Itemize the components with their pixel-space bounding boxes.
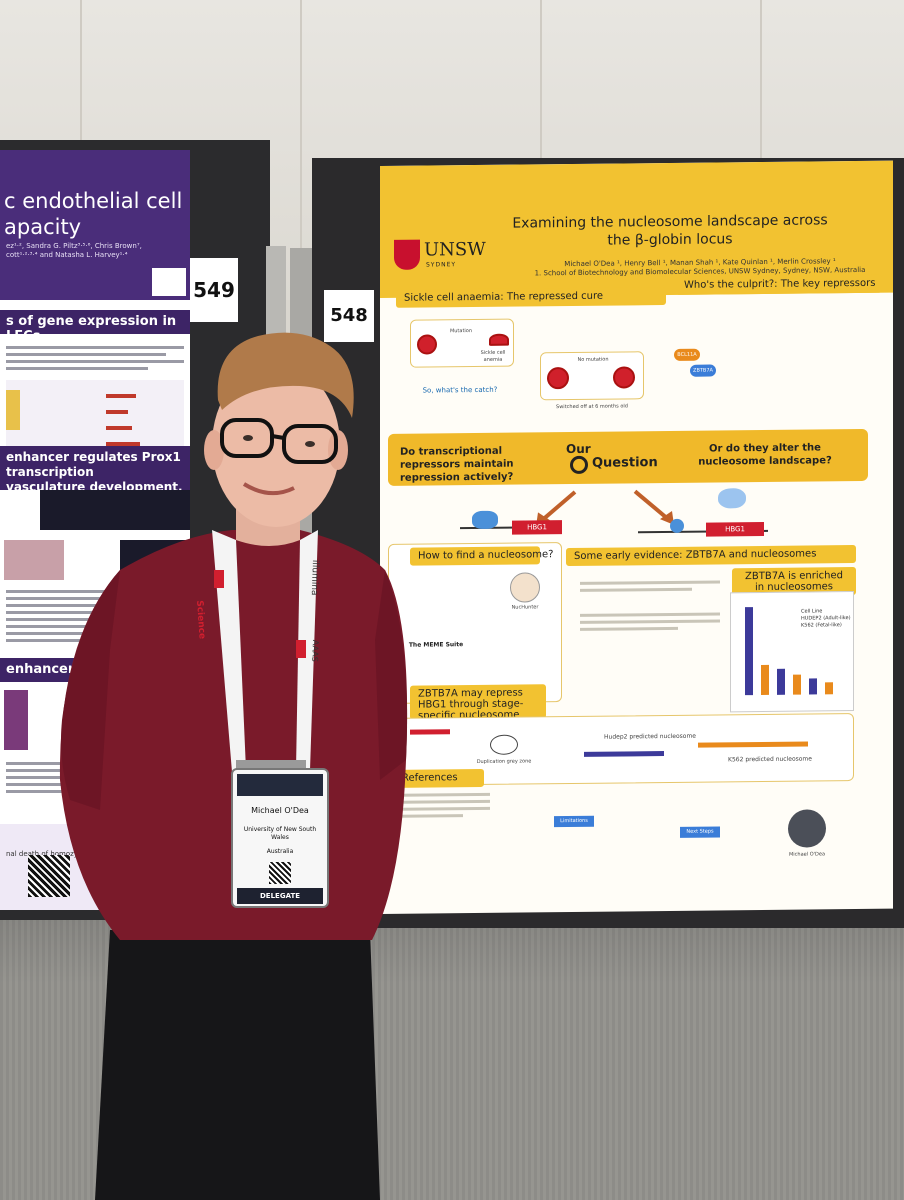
research-poster: Examining the nucleosome landscape acros… bbox=[380, 160, 893, 914]
badge-country: Australia bbox=[266, 848, 294, 855]
badge-qr-code bbox=[269, 862, 291, 884]
left-poster-header: c endothelial cell apacity ez¹·², Sandra… bbox=[0, 150, 190, 300]
left-poster-title: c endothelial cell apacity bbox=[4, 189, 183, 239]
badge-institution: University of New South Wales bbox=[243, 826, 317, 841]
badge-header bbox=[237, 774, 323, 796]
badge-name: Michael O'Dea bbox=[251, 806, 309, 815]
heatmap-image bbox=[4, 690, 28, 750]
wall-seam bbox=[760, 0, 762, 260]
lanyard bbox=[212, 530, 246, 772]
wall-seam bbox=[540, 0, 542, 260]
wall-seam bbox=[300, 0, 302, 260]
left-poster-authors: ez¹·², Sandra G. Piltz³·⁵·⁶, Chris Brown… bbox=[6, 242, 142, 259]
board-number-549: 549 bbox=[190, 258, 238, 322]
university-logo bbox=[152, 268, 186, 296]
qr-code bbox=[28, 855, 70, 897]
left-poster-section: s of gene expression in LECs bbox=[0, 310, 190, 344]
name-badge: Michael O'Dea University of New South Wa… bbox=[231, 768, 329, 908]
microscopy-image bbox=[40, 490, 190, 530]
board-number-548: 548 bbox=[324, 290, 374, 342]
embryo-image bbox=[4, 540, 64, 580]
lanyard-text: illumina bbox=[308, 559, 320, 596]
badge-role: DELEGATE bbox=[237, 888, 323, 904]
lanyard-text: AAAS bbox=[310, 639, 320, 662]
left-poster-footer-text: nal death of homozygous bbox=[6, 850, 95, 858]
hair bbox=[217, 332, 354, 418]
trousers bbox=[95, 930, 380, 1200]
wall-seam bbox=[80, 0, 82, 260]
